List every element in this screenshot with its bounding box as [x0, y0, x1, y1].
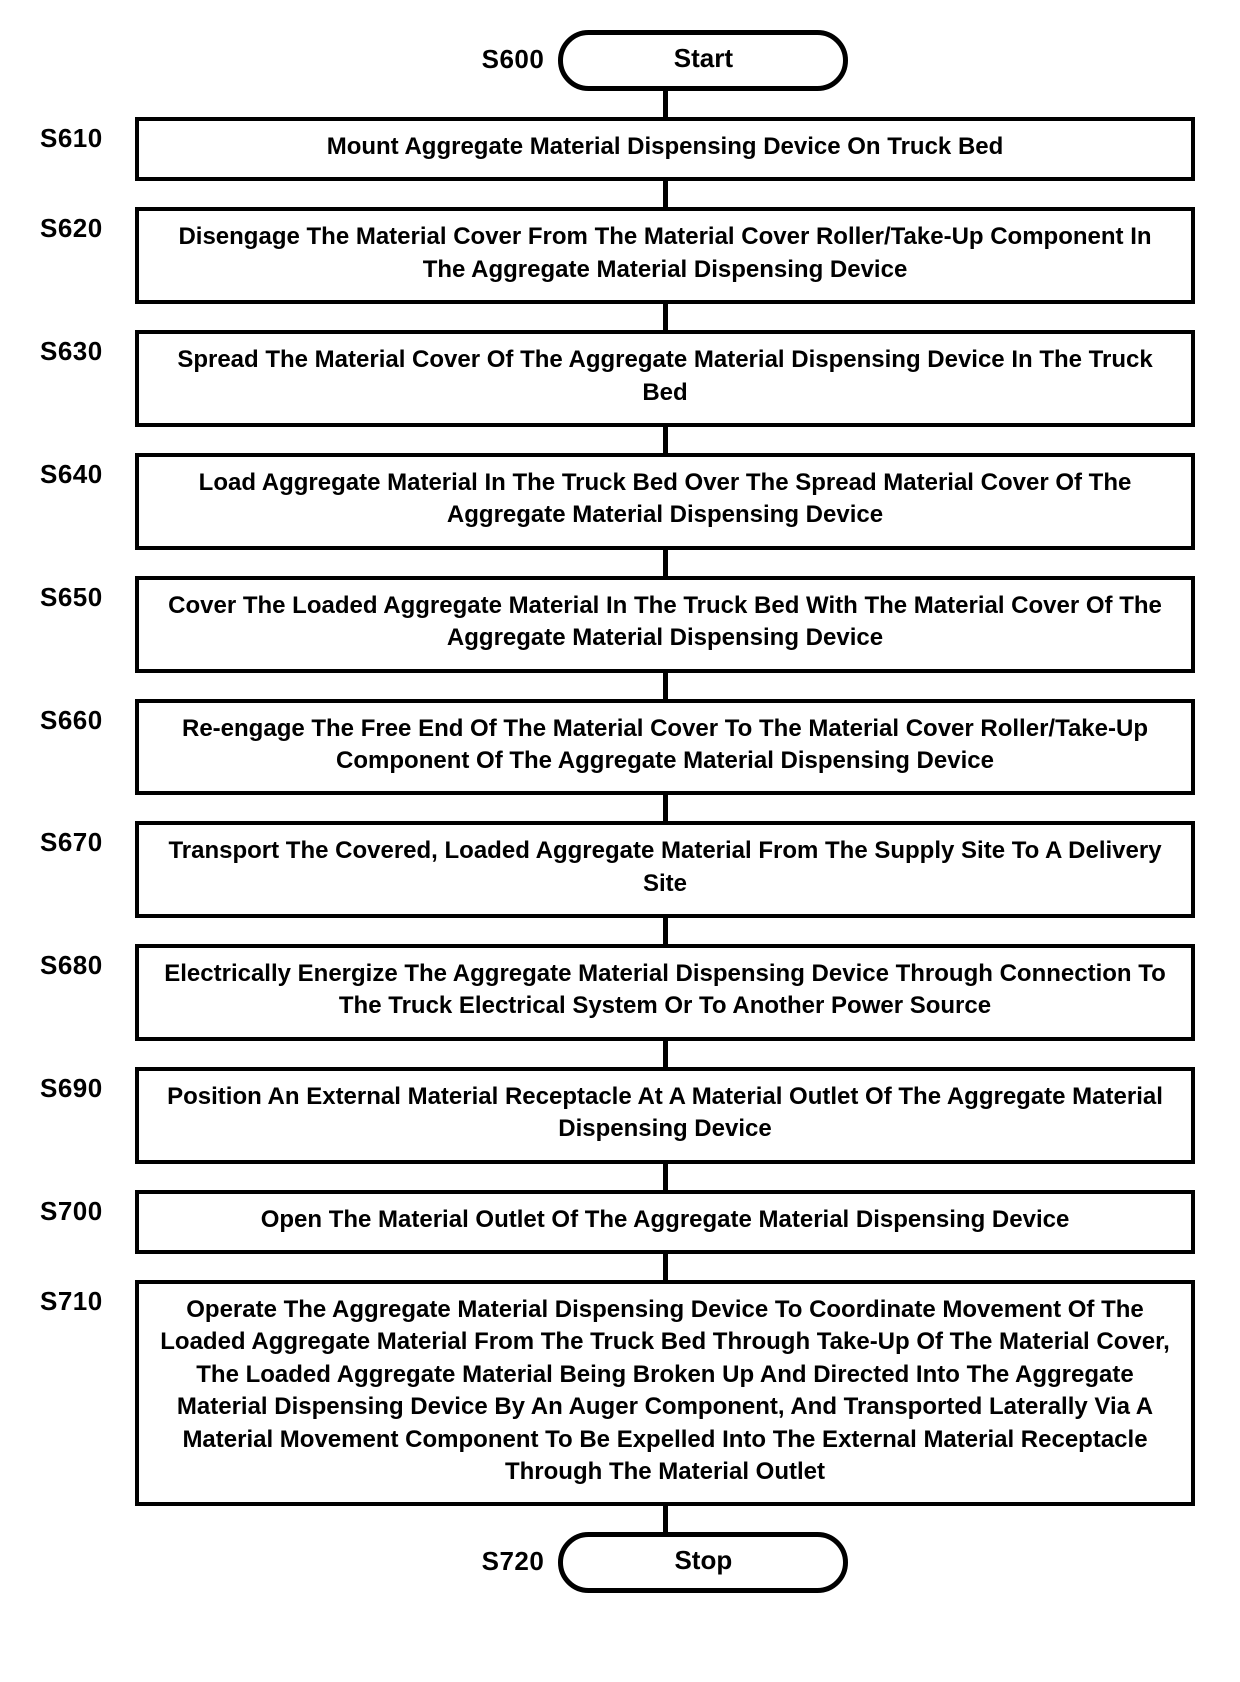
- step-col: Re-engage The Free End Of The Material C…: [130, 699, 1200, 822]
- step-row-0: S610 Mount Aggregate Material Dispensing…: [40, 117, 1200, 207]
- step-box: Open The Material Outlet Of The Aggregat…: [135, 1190, 1195, 1254]
- step-box: Spread The Material Cover Of The Aggrega…: [135, 330, 1195, 427]
- step-col: Load Aggregate Material In The Truck Bed…: [130, 453, 1200, 576]
- step-col: Mount Aggregate Material Dispensing Devi…: [130, 117, 1200, 207]
- step-row-2: S630 Spread The Material Cover Of The Ag…: [40, 330, 1200, 453]
- stop-wrap: S720 Stop: [135, 1532, 1195, 1593]
- step-box: Mount Aggregate Material Dispensing Devi…: [135, 117, 1195, 181]
- step-label: S690: [40, 1067, 130, 1104]
- step-col: Transport The Covered, Loaded Aggregate …: [130, 821, 1200, 944]
- step-row-1: S620 Disengage The Material Cover From T…: [40, 207, 1200, 330]
- step-box: Disengage The Material Cover From The Ma…: [135, 207, 1195, 304]
- flowchart-canvas: S600 Start S610 Mount Aggregate Material…: [0, 0, 1240, 1653]
- step-label: S680: [40, 944, 130, 981]
- step-box: Position An External Material Receptacle…: [135, 1067, 1195, 1164]
- step-box: Re-engage The Free End Of The Material C…: [135, 699, 1195, 796]
- step-box: Cover The Loaded Aggregate Material In T…: [135, 576, 1195, 673]
- stop-label: S720: [482, 1532, 545, 1577]
- step-col: Disengage The Material Cover From The Ma…: [130, 207, 1200, 330]
- stop-row: S720 Stop: [40, 1532, 1200, 1593]
- connector: [663, 1254, 668, 1280]
- connector: [663, 1164, 668, 1190]
- step-row-8: S690 Position An External Material Recep…: [40, 1067, 1200, 1190]
- step-label: S700: [40, 1190, 130, 1227]
- step-label: S630: [40, 330, 130, 367]
- connector: [663, 673, 668, 699]
- step-row-5: S660 Re-engage The Free End Of The Mater…: [40, 699, 1200, 822]
- connector: [663, 918, 668, 944]
- step-col: Operate The Aggregate Material Dispensin…: [130, 1280, 1200, 1532]
- step-box: Transport The Covered, Loaded Aggregate …: [135, 821, 1195, 918]
- step-col: Open The Material Outlet Of The Aggregat…: [130, 1190, 1200, 1280]
- step-row-4: S650 Cover The Loaded Aggregate Material…: [40, 576, 1200, 699]
- connector: [663, 181, 668, 207]
- start-terminal: Start: [558, 30, 848, 91]
- start-row: S600 Start: [40, 30, 1200, 117]
- step-row-3: S640 Load Aggregate Material In The Truc…: [40, 453, 1200, 576]
- connector: [663, 304, 668, 330]
- step-col: Cover The Loaded Aggregate Material In T…: [130, 576, 1200, 699]
- step-box: Load Aggregate Material In The Truck Bed…: [135, 453, 1195, 550]
- stop-terminal: Stop: [558, 1532, 848, 1593]
- start-label: S600: [482, 30, 545, 75]
- step-label: S670: [40, 821, 130, 858]
- step-row-6: S670 Transport The Covered, Loaded Aggre…: [40, 821, 1200, 944]
- step-row-9: S700 Open The Material Outlet Of The Agg…: [40, 1190, 1200, 1280]
- connector: [663, 550, 668, 576]
- step-box: Electrically Energize The Aggregate Mate…: [135, 944, 1195, 1041]
- step-row-7: S680 Electrically Energize The Aggregate…: [40, 944, 1200, 1067]
- step-row-10: S710 Operate The Aggregate Material Disp…: [40, 1280, 1200, 1532]
- step-col: Electrically Energize The Aggregate Mate…: [130, 944, 1200, 1067]
- step-col: Position An External Material Receptacle…: [130, 1067, 1200, 1190]
- connector: [663, 1506, 668, 1532]
- step-box: Operate The Aggregate Material Dispensin…: [135, 1280, 1195, 1506]
- connector: [663, 427, 668, 453]
- step-label: S640: [40, 453, 130, 490]
- step-label: S610: [40, 117, 130, 154]
- step-label: S710: [40, 1280, 130, 1317]
- connector: [663, 795, 668, 821]
- step-col: Spread The Material Cover Of The Aggrega…: [130, 330, 1200, 453]
- start-wrap: S600 Start: [135, 30, 1195, 117]
- step-label: S660: [40, 699, 130, 736]
- connector: [663, 1041, 668, 1067]
- step-label: S620: [40, 207, 130, 244]
- connector: [663, 91, 668, 117]
- step-label: S650: [40, 576, 130, 613]
